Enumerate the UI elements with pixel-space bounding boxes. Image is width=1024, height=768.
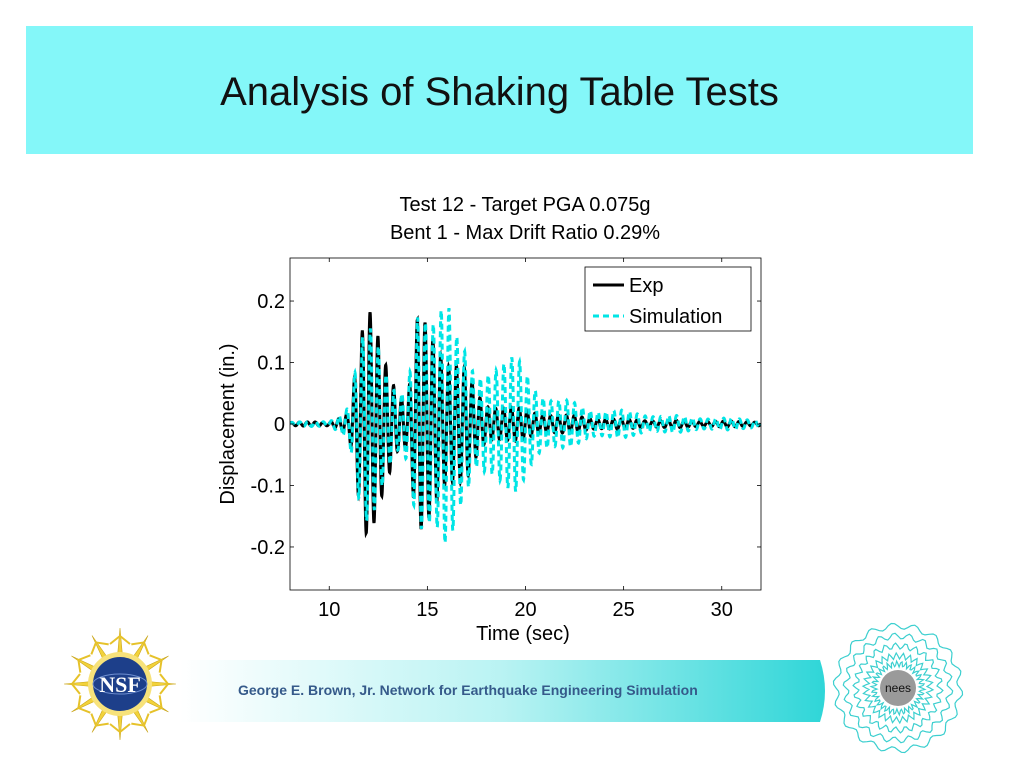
series-simulation-line [290, 308, 761, 543]
legend-sim-label: Simulation [629, 306, 722, 328]
nees-ring [852, 642, 944, 734]
y-tick-label: 0 [274, 414, 285, 436]
y-tick-label: -0.2 [251, 537, 285, 559]
nees-logo: nees [832, 622, 964, 754]
chart-title-line-1: Test 12 - Target PGA 0.075g [400, 194, 651, 216]
x-tick-label: 30 [711, 599, 733, 621]
y-tick-label: 0.1 [257, 353, 285, 375]
nsf-logo-text: NSF [99, 672, 141, 697]
title-banner: Analysis of Shaking Table Tests [26, 26, 973, 154]
nees-ring [861, 651, 935, 725]
chart: Test 12 - Target PGA 0.075g Bent 1 - Max… [217, 194, 762, 645]
chart-title-line-2: Bent 1 - Max Drift Ratio 0.29% [390, 222, 660, 244]
y-axis-label: Displacement (in.) [217, 343, 239, 504]
footer-band [180, 660, 825, 722]
nees-logo-text: nees [885, 681, 911, 695]
x-axis-label: Time (sec) [476, 623, 570, 645]
slide-title: Analysis of Shaking Table Tests [220, 70, 779, 114]
x-tick-label: 25 [613, 599, 635, 621]
legend-box [584, 266, 752, 332]
x-tick-label: 15 [416, 599, 438, 621]
x-tick-label: 10 [318, 599, 340, 621]
footer-text: George E. Brown, Jr. Network for Earthqu… [238, 682, 698, 698]
legend: Exp Simulation [584, 266, 752, 332]
nees-ring [842, 632, 954, 744]
nees-ring [832, 622, 964, 754]
y-tick-label: -0.1 [251, 475, 285, 497]
legend-exp-label: Exp [629, 275, 663, 297]
nees-ring [869, 659, 927, 717]
nsf-logo: NSF [63, 627, 177, 741]
x-tick-label: 20 [514, 599, 536, 621]
y-tick-label: 0.2 [257, 291, 285, 313]
